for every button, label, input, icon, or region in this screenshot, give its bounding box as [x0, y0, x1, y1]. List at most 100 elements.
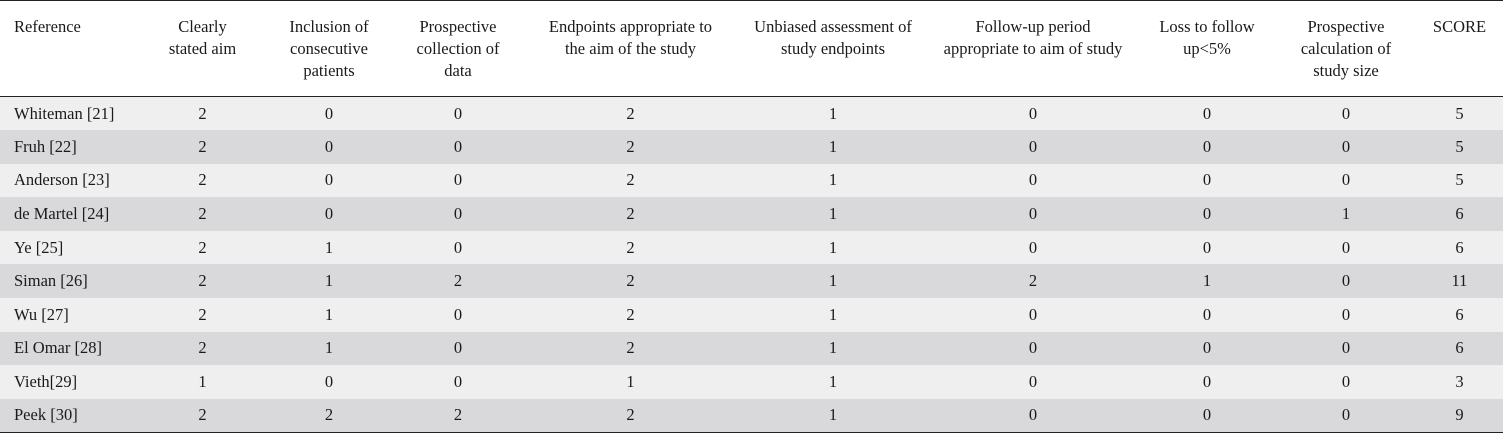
- criterion-score-cell: 0: [1202, 237, 1212, 257]
- criterion-score-cell: 0: [1202, 204, 1212, 224]
- criterion-score-cell: 2: [626, 170, 635, 190]
- criterion-score-cell: 0: [1028, 405, 1038, 425]
- table-row: Ye [25] 2 1 0 2 1 0 0 0 6: [0, 230, 1503, 265]
- criterion-score-cell: 2: [198, 170, 207, 190]
- criterion-score-cell: 1: [324, 304, 334, 324]
- score-cell: 11: [1451, 271, 1468, 291]
- criterion-score-cell: 0: [1028, 103, 1038, 123]
- criterion-score-cell: 1: [828, 170, 838, 190]
- reference-cell: Anderson [23]: [14, 170, 110, 190]
- criterion-score-cell: 0: [1028, 204, 1038, 224]
- criterion-score-cell: 0: [1341, 372, 1351, 392]
- criterion-score-cell: 2: [626, 338, 635, 358]
- reference-cell: Vieth[29]: [14, 372, 78, 392]
- criterion-score-cell: 0: [1341, 170, 1351, 190]
- column-header-clearly-stated-aim: Clearly stated aim: [140, 1, 265, 97]
- criterion-score-cell: 0: [1202, 372, 1212, 392]
- criterion-score-cell: 0: [453, 304, 463, 324]
- criterion-score-cell: 2: [626, 237, 635, 257]
- criterion-score-cell: 0: [453, 136, 463, 156]
- criterion-score-cell: 0: [1028, 304, 1038, 324]
- criterion-score-cell: 2: [198, 271, 207, 291]
- criterion-score-cell: 0: [1028, 136, 1038, 156]
- criterion-score-cell: 1: [828, 372, 838, 392]
- criterion-score-cell: 2: [626, 136, 635, 156]
- score-cell: 6: [1455, 304, 1464, 324]
- score-cell: 3: [1455, 372, 1464, 392]
- criterion-score-cell: 1: [828, 304, 838, 324]
- column-header-inclusion-consecutive: Inclusion of consecutive patients: [265, 1, 393, 97]
- criterion-score-cell: 2: [198, 405, 207, 425]
- reference-cell: Fruh [22]: [14, 136, 77, 156]
- score-cell: 5: [1455, 103, 1464, 123]
- criterion-score-cell: 0: [1202, 170, 1212, 190]
- criterion-score-cell: 0: [453, 103, 463, 123]
- criterion-score-cell: 2: [453, 271, 463, 291]
- table-row: de Martel [24] 2 0 0 2 1 0 0 1 6: [0, 197, 1503, 231]
- criterion-score-cell: 0: [1341, 405, 1351, 425]
- criterion-score-cell: 0: [1341, 271, 1351, 291]
- criterion-score-cell: 1: [828, 271, 838, 291]
- score-cell: 9: [1455, 405, 1464, 425]
- column-header-endpoints-appropriate: Endpoints appropriate to the aim of the …: [523, 1, 738, 97]
- criterion-score-cell: 1: [828, 136, 838, 156]
- score-cell: 6: [1455, 237, 1464, 257]
- column-header-prospective-calculation: Prospective calculation of study size: [1276, 1, 1416, 97]
- criterion-score-cell: 2: [198, 237, 207, 257]
- column-header-unbiased-assessment: Unbiased assessment of study endpoints: [738, 1, 928, 97]
- table-row: Wu [27] 2 1 0 2 1 0 0 0 6: [0, 298, 1503, 332]
- reference-cell: El Omar [28]: [14, 338, 102, 358]
- criterion-score-cell: 0: [1202, 338, 1212, 358]
- criterion-score-cell: 1: [324, 237, 334, 257]
- table-row: Vieth[29] 1 0 0 1 1 0 0 0 3: [0, 365, 1503, 399]
- criterion-score-cell: 0: [453, 338, 463, 358]
- table-row: Fruh [22] 2 0 0 2 1 0 0 0 5: [0, 130, 1503, 164]
- column-header-follow-up-period: Follow-up period appropriate to aim of s…: [928, 1, 1138, 97]
- criterion-score-cell: 0: [1028, 338, 1038, 358]
- criterion-score-cell: 1: [324, 338, 334, 358]
- criterion-score-cell: 2: [198, 204, 207, 224]
- header-text: Clearly stated aim: [168, 17, 237, 58]
- criterion-score-cell: 1: [828, 405, 838, 425]
- column-header-reference: Reference: [14, 17, 81, 36]
- reference-cell: Peek [30]: [14, 405, 78, 425]
- header-text: Endpoints appropriate to the aim of the …: [548, 17, 713, 58]
- criterion-score-cell: 2: [626, 304, 635, 324]
- criterion-score-cell: 0: [1341, 304, 1351, 324]
- criterion-score-cell: 0: [1028, 372, 1038, 392]
- criterion-score-cell: 1: [828, 103, 838, 123]
- header-text: Prospective calculation of study size: [1300, 17, 1392, 80]
- table-row: Peek [30] 2 2 2 2 1 0 0 0 9: [0, 398, 1503, 433]
- header-text: Unbiased assessment of study endpoints: [754, 17, 912, 58]
- criterion-score-cell: 1: [1341, 204, 1351, 224]
- column-header-prospective-collection: Prospective collection of data: [393, 1, 523, 97]
- criterion-score-cell: 1: [324, 271, 334, 291]
- criterion-score-cell: 0: [453, 372, 463, 392]
- criterion-score-cell: 2: [324, 405, 334, 425]
- criterion-score-cell: 0: [1341, 237, 1351, 257]
- criterion-score-cell: 0: [1202, 405, 1212, 425]
- criterion-score-cell: 0: [324, 204, 334, 224]
- criterion-score-cell: 2: [198, 338, 207, 358]
- criterion-score-cell: 1: [626, 372, 635, 392]
- criterion-score-cell: 0: [324, 103, 334, 123]
- header-row: Reference Clearly stated aim Inclusion o…: [0, 0, 1503, 97]
- criterion-score-cell: 1: [828, 237, 838, 257]
- criterion-score-cell: 0: [1341, 338, 1351, 358]
- table-header: Reference Clearly stated aim Inclusion o…: [0, 0, 1503, 97]
- criterion-score-cell: 2: [198, 304, 207, 324]
- column-header-score: SCORE: [1432, 17, 1487, 36]
- header-text: Follow-up period appropriate to aim of s…: [943, 17, 1123, 58]
- criterion-score-cell: 0: [1028, 170, 1038, 190]
- criterion-score-cell: 1: [828, 204, 838, 224]
- criterion-score-cell: 2: [626, 271, 635, 291]
- score-cell: 6: [1455, 204, 1464, 224]
- criterion-score-cell: 2: [626, 204, 635, 224]
- criterion-score-cell: 0: [453, 170, 463, 190]
- score-cell: 6: [1455, 338, 1464, 358]
- reference-cell: Ye [25]: [14, 237, 64, 257]
- reference-cell: Wu [27]: [14, 304, 69, 324]
- table-body: Whiteman [21] 2 0 0 2 1 0 0 0 5 Fruh [22] 2 0 0 2 1 0 0 0 5…: [0, 96, 1503, 433]
